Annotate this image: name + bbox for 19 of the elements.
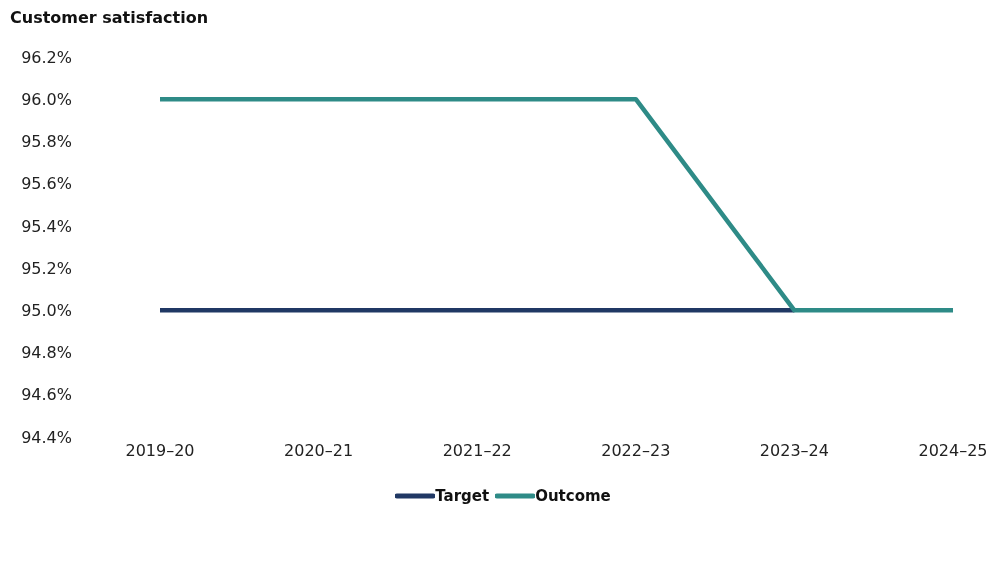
x-tick-label: 2019–20 — [125, 441, 195, 461]
x-tick-label: 2023–24 — [759, 441, 829, 461]
legend-label: Target — [435, 487, 490, 505]
x-tick-label: 2021–22 — [442, 441, 512, 461]
y-tick-label: 95.8% — [21, 132, 72, 152]
x-tick-label: 2022–23 — [601, 441, 671, 461]
y-tick-label: 96.2% — [21, 47, 72, 67]
y-tick-label: 95.6% — [21, 174, 72, 194]
legend-label: Outcome — [535, 487, 611, 505]
x-tick-label: 2024–25 — [918, 441, 988, 461]
y-tick-label: 95.4% — [21, 216, 72, 236]
y-tick-label: 94.6% — [21, 385, 72, 405]
y-tick-label: 94.4% — [21, 427, 72, 447]
y-tick-label: 96.0% — [21, 89, 72, 109]
y-tick-label: 94.8% — [21, 343, 72, 363]
y-tick-label: 95.0% — [21, 301, 72, 321]
y-axis-title: Customer satisfaction — [10, 8, 209, 27]
x-tick-label: 2020–21 — [284, 441, 354, 461]
y-tick-label: 95.2% — [21, 258, 72, 278]
